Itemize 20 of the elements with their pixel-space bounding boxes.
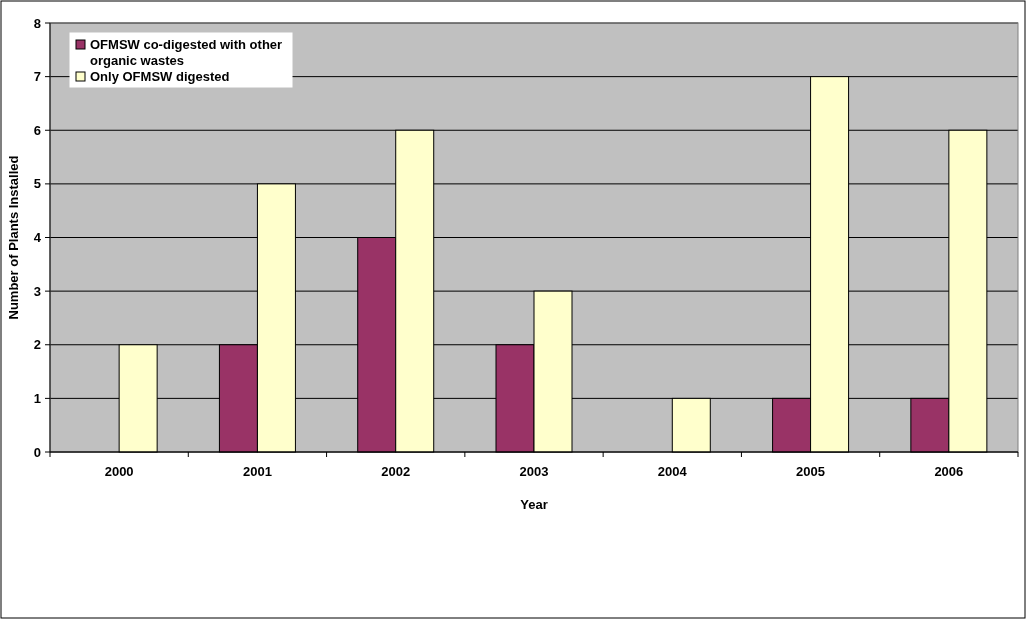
x-tick-label: 2001	[242, 464, 272, 479]
x-tick-label: 2005	[796, 464, 826, 479]
y-tick-label: 7	[33, 69, 41, 85]
y-tick-label: 8	[33, 15, 41, 31]
y-axis-title: Number of Plants Installed	[6, 155, 21, 320]
y-tick-label: 4	[33, 230, 42, 246]
x-tick-label: 2006	[934, 464, 964, 479]
x-tick-label: 2000	[104, 464, 134, 479]
legend-label: OFMSW co-digested with other organic wastes	[90, 37, 283, 68]
x-axis-title: Year	[520, 497, 548, 512]
y-tick-label: 5	[33, 176, 41, 192]
y-tick-label: 3	[33, 283, 41, 299]
legend-label: Only OFMSW digested	[90, 69, 230, 84]
x-tick-label: 2002	[381, 464, 411, 479]
y-tick-label: 0	[33, 444, 41, 460]
y-tick-label: 1	[33, 390, 41, 406]
y-tick-label: 6	[33, 122, 41, 138]
x-tick-label: 2004	[657, 464, 688, 479]
y-tick-label: 2	[33, 337, 41, 353]
x-tick-label: 2003	[519, 464, 549, 479]
